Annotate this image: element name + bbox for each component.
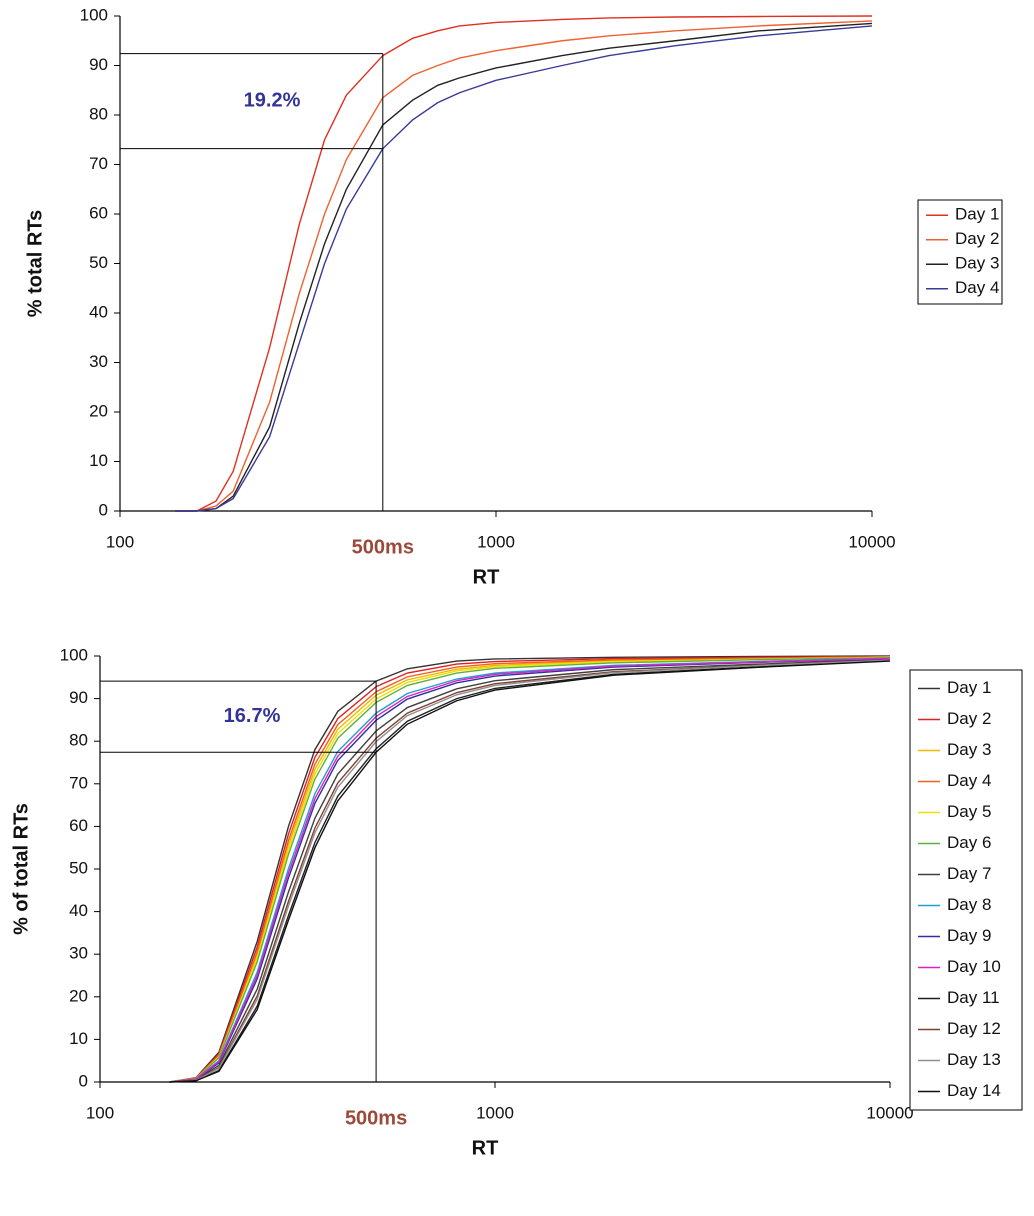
x-tick-label: 100 (86, 1103, 114, 1122)
y-tick-label: 70 (69, 773, 88, 792)
y-axis-label: % total RTs (24, 210, 46, 317)
y-axis-label: % of total RTs (10, 803, 32, 935)
y-tick-label: 20 (69, 986, 88, 1005)
legend-label: Day 7 (947, 864, 991, 883)
y-tick-label: 30 (69, 944, 88, 963)
series-line (169, 660, 891, 1083)
y-tick-label: 10 (89, 451, 108, 470)
series-line (174, 22, 873, 512)
legend-label: Day 9 (947, 926, 991, 945)
legend-box (917, 199, 1003, 305)
y-tick-label: 10 (69, 1029, 88, 1048)
legend-label: Day 2 (947, 709, 991, 728)
reference-x-label: 500ms (345, 1107, 407, 1129)
legend-label: Day 3 (955, 254, 999, 273)
gap-annotation: 16.7% (224, 705, 281, 727)
y-tick-label: 60 (69, 816, 88, 835)
x-axis-label: RT (473, 566, 500, 588)
legend-label: Day 5 (947, 802, 991, 821)
y-tick-label: 100 (80, 5, 108, 24)
y-tick-label: 100 (60, 645, 88, 664)
x-axis-label: RT (472, 1137, 499, 1159)
y-tick-label: 80 (89, 104, 108, 123)
legend-box (909, 669, 1023, 1111)
legend-label: Day 11 (947, 988, 1000, 1007)
x-tick-label: 100 (106, 532, 134, 551)
x-tick-label: 1000 (477, 532, 515, 551)
legend-label: Day 4 (955, 278, 999, 297)
x-tick-label: 10000 (848, 532, 895, 551)
series-line (169, 657, 891, 1083)
series-line (174, 20, 873, 512)
y-tick-label: 50 (89, 253, 108, 272)
legend-label: Day 8 (947, 895, 991, 914)
legend-label: Day 12 (947, 1019, 1001, 1038)
legend-label: Day 3 (947, 740, 991, 759)
y-tick-label: 0 (99, 500, 108, 519)
y-tick-label: 40 (89, 302, 108, 321)
y-tick-label: 50 (69, 858, 88, 877)
y-tick-label: 20 (89, 401, 108, 420)
gap-annotation: 19.2% (244, 89, 301, 111)
series-line (169, 657, 891, 1083)
reference-x-label: 500ms (352, 536, 414, 558)
legend-label: Day 6 (947, 833, 991, 852)
series-line (174, 25, 873, 512)
series-line (169, 656, 891, 1083)
legend-label: Day 13 (947, 1050, 1001, 1069)
y-tick-label: 90 (69, 688, 88, 707)
series-line (174, 15, 873, 512)
legend-label: Day 1 (947, 678, 991, 697)
y-tick-label: 0 (79, 1071, 88, 1090)
y-tick-label: 90 (89, 55, 108, 74)
y-tick-label: 40 (69, 901, 88, 920)
legend-label: Day 4 (947, 771, 991, 790)
legend-label: Day 2 (955, 229, 999, 248)
y-tick-label: 60 (89, 203, 108, 222)
x-tick-label: 10000 (866, 1103, 913, 1122)
y-tick-label: 30 (89, 352, 108, 371)
series-line (169, 655, 891, 1083)
legend-label: Day 10 (947, 957, 1001, 976)
series-line (169, 659, 891, 1083)
y-tick-label: 70 (89, 154, 108, 173)
legend-label: Day 1 (955, 205, 999, 224)
x-tick-label: 1000 (476, 1103, 514, 1122)
legend-label: Day 14 (947, 1081, 1001, 1100)
y-tick-label: 80 (69, 731, 88, 750)
